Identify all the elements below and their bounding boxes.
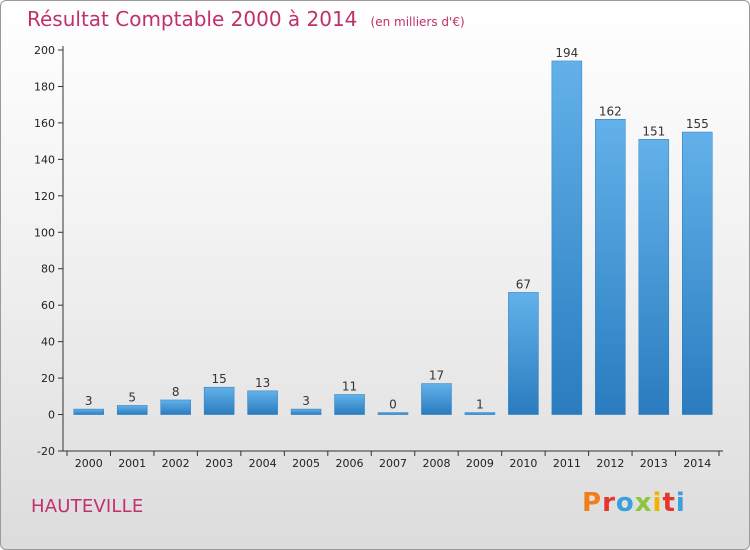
- bar-2005: [290, 408, 322, 415]
- bar-2002: [160, 399, 191, 415]
- value-label-2000: 3: [85, 394, 93, 408]
- y-tick-label: 140: [34, 153, 55, 166]
- value-label-2006: 11: [342, 379, 357, 393]
- value-label-2014: 155: [686, 117, 709, 131]
- value-label-2009: 1: [476, 398, 484, 412]
- value-label-2008: 17: [429, 369, 444, 383]
- x-tick-label: 2006: [336, 457, 364, 470]
- x-tick-label: 2008: [422, 457, 450, 470]
- bar-2004: [247, 390, 278, 415]
- logo-letter: i: [652, 488, 663, 518]
- bar-2008: [421, 383, 452, 415]
- logo-letter: i: [675, 488, 686, 518]
- y-tick-label: 80: [41, 263, 55, 276]
- y-tick-label: -20: [37, 445, 55, 458]
- chart-title: Résultat Comptable 2000 à 2014 (en milli…: [27, 7, 465, 31]
- x-tick-label: 2009: [466, 457, 494, 470]
- value-label-2002: 8: [172, 385, 180, 399]
- chart-unit-text: (en milliers d'€): [370, 15, 465, 29]
- value-label-2004: 13: [255, 376, 270, 390]
- bar-2007: [377, 412, 409, 415]
- y-tick-label: 120: [34, 190, 55, 203]
- value-label-2012: 162: [599, 104, 622, 118]
- y-tick-label: 60: [41, 299, 55, 312]
- value-labels: 3 5 8 15 13 3 11 0 17 1 67 194 162 151 155: [85, 46, 709, 412]
- bar-2003: [203, 386, 235, 415]
- y-tick-label: 40: [41, 336, 55, 349]
- x-tick-label: 2001: [118, 457, 146, 470]
- logo-letter: o: [615, 488, 635, 518]
- value-label-2005: 3: [302, 394, 310, 408]
- x-tick-label: 2010: [509, 457, 537, 470]
- y-tick-label: 0: [48, 409, 55, 422]
- bars: [73, 60, 713, 415]
- y-tick-label: 100: [34, 226, 55, 239]
- value-label-2001: 5: [128, 390, 136, 404]
- x-tick-label: 2007: [379, 457, 407, 470]
- x-tick-label: 2003: [205, 457, 233, 470]
- logo-letter: P: [582, 488, 603, 518]
- x-tick-label: 2005: [292, 457, 320, 470]
- value-label-2003: 15: [211, 372, 226, 386]
- bar-2014: [682, 131, 713, 415]
- logo-letter: x: [634, 488, 653, 518]
- value-label-2011: 194: [555, 46, 578, 60]
- bar-2006: [334, 394, 365, 415]
- x-tick-label: 2012: [596, 457, 624, 470]
- x-tick-label: 2011: [553, 457, 581, 470]
- commune-name: HAUTEVILLE: [31, 496, 144, 517]
- x-tick-label: 2000: [75, 457, 103, 470]
- bar-2010: [508, 292, 539, 415]
- x-tick-label: 2004: [249, 457, 277, 470]
- chart-title-text: Résultat Comptable 2000 à 2014: [27, 7, 358, 31]
- bar-2000: [73, 408, 104, 415]
- logo-letter: t: [662, 488, 676, 518]
- y-tick-label: 160: [34, 117, 55, 130]
- y-tick-label: 180: [34, 80, 55, 93]
- logo-letter: r: [602, 488, 616, 518]
- value-label-2007: 0: [389, 398, 397, 412]
- bar-2001: [116, 405, 148, 415]
- value-label-2010: 67: [516, 277, 531, 291]
- x-tick-label: 2002: [162, 457, 190, 470]
- y-tick-label: 200: [34, 44, 55, 57]
- bar-2013: [638, 139, 670, 415]
- x-tick-label: 2014: [683, 457, 711, 470]
- y-tick-label: 20: [41, 372, 55, 385]
- bar-2012: [595, 119, 626, 415]
- bar-2009: [464, 412, 496, 415]
- proxiti-logo: Proxiti: [582, 488, 686, 518]
- bar-2011: [551, 60, 583, 415]
- value-label-2013: 151: [642, 124, 665, 138]
- x-tick-label: 2013: [640, 457, 668, 470]
